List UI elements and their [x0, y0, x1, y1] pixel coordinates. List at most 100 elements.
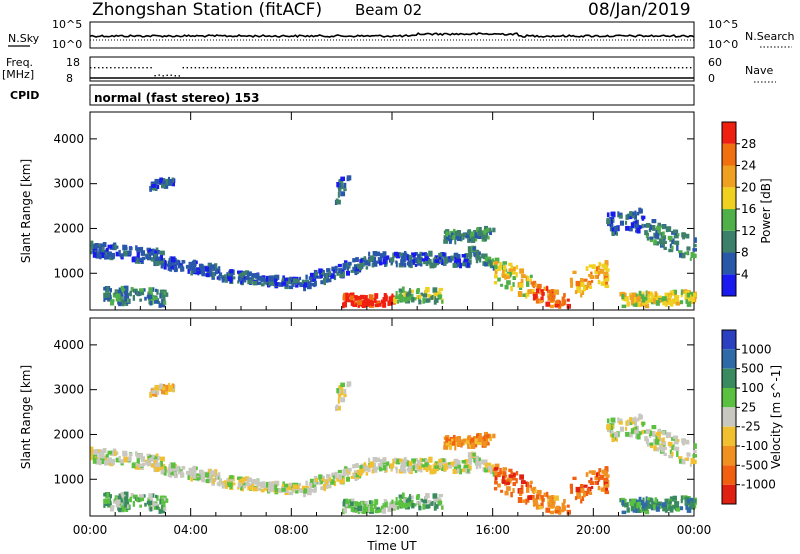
- echo-cell: [396, 505, 400, 510]
- echo-cell: [634, 503, 637, 509]
- echo-cell: [273, 482, 278, 487]
- echo-cell: [502, 269, 505, 274]
- echo-cell: [621, 293, 625, 300]
- echo-cell: [127, 498, 131, 502]
- echo-cell: [598, 262, 602, 267]
- echo-cell: [320, 274, 323, 279]
- echo-cell: [344, 301, 347, 308]
- echo-cell: [684, 457, 689, 461]
- echo-cell: [503, 268, 506, 273]
- echo-cell: [563, 293, 566, 298]
- echo-cell: [214, 469, 218, 475]
- echo-cell: [416, 295, 419, 300]
- echo-cell: [484, 256, 488, 262]
- echo-cell: [136, 458, 140, 464]
- echo-cell: [317, 481, 322, 485]
- echo-cell: [290, 277, 295, 282]
- echo-cell: [619, 426, 624, 432]
- echo-cell: [127, 456, 132, 462]
- nave-point: [186, 67, 188, 69]
- echo-cell: [657, 428, 661, 432]
- echo-cell: [588, 264, 594, 268]
- echo-cell: [631, 498, 636, 503]
- echo-cell: [398, 288, 404, 293]
- echo-cell: [180, 470, 184, 476]
- echo-cell: [342, 469, 347, 475]
- echo-cell: [653, 501, 658, 506]
- nave-point: [142, 67, 144, 69]
- echo-cell: [693, 449, 697, 454]
- echo-cell: [151, 506, 154, 512]
- echo-cell: [384, 296, 388, 302]
- echo-cell: [319, 268, 323, 273]
- echo-cell: [421, 258, 425, 262]
- echo-cell: [117, 495, 122, 500]
- echo-cell: [428, 259, 432, 265]
- echo-cell: [553, 499, 556, 505]
- echo-cell: [437, 294, 443, 298]
- echo-cell: [684, 251, 689, 255]
- nave-point: [287, 67, 289, 69]
- echo-cell: [231, 482, 236, 486]
- echo-cell: [354, 507, 358, 511]
- echo-cell: [170, 264, 174, 269]
- echo-cell: [268, 481, 273, 487]
- echo-cell: [343, 388, 347, 394]
- echo-cell: [626, 507, 630, 513]
- power-colorbar-swatch: [722, 165, 736, 188]
- nave-point: [343, 67, 346, 69]
- nave-point: [484, 67, 486, 69]
- echo-cell: [668, 454, 674, 459]
- echo-cell: [432, 493, 438, 499]
- echo-cell: [162, 386, 166, 391]
- echo-cell: [213, 473, 218, 477]
- echo-cell: [669, 303, 674, 307]
- echo-cell: [547, 495, 552, 500]
- echo-cell: [605, 268, 610, 272]
- echo-cell: [124, 496, 129, 501]
- echo-cell: [529, 480, 533, 484]
- echo-cell: [412, 252, 417, 257]
- echo-cell: [643, 430, 648, 434]
- echo-cell: [120, 491, 126, 498]
- echo-cell: [141, 462, 146, 467]
- echo-cell: [630, 428, 635, 434]
- echo-cell: [141, 256, 146, 261]
- echo-cell: [106, 461, 110, 466]
- echo-cell: [339, 185, 344, 190]
- echo-cell: [452, 441, 455, 445]
- echo-cell: [625, 426, 628, 431]
- echo-cell: [163, 257, 166, 263]
- echo-cell: [343, 507, 346, 513]
- echo-cell: [611, 230, 615, 236]
- echo-cell: [308, 281, 311, 286]
- echo-cell: [368, 506, 371, 512]
- echo-cell: [515, 471, 519, 476]
- echo-cell: [339, 273, 344, 278]
- echo-cell: [604, 466, 609, 471]
- echo-cell: [289, 482, 293, 487]
- echo-cell: [98, 454, 102, 460]
- power-colorbar-swatch: [722, 209, 736, 231]
- echo-cell: [368, 251, 371, 257]
- echo-cell: [491, 263, 495, 268]
- echo-cell: [517, 497, 523, 503]
- echo-cell: [438, 252, 443, 257]
- nsky-line: [89, 32, 695, 38]
- echo-cell: [588, 470, 594, 474]
- echo-cell: [159, 383, 163, 390]
- echo-cell: [338, 187, 342, 192]
- echo-cell: [662, 441, 667, 446]
- echo-cell: [369, 300, 373, 305]
- echo-cell: [604, 275, 609, 279]
- echo-cell: [349, 501, 354, 507]
- echo-cell: [229, 475, 234, 480]
- echo-cell: [144, 502, 147, 507]
- echo-cell: [561, 505, 567, 511]
- echo-cell: [368, 500, 372, 505]
- echo-cell: [348, 505, 352, 509]
- nave-point: [420, 67, 422, 69]
- echo-cell: [151, 500, 155, 507]
- echo-cell: [350, 506, 356, 512]
